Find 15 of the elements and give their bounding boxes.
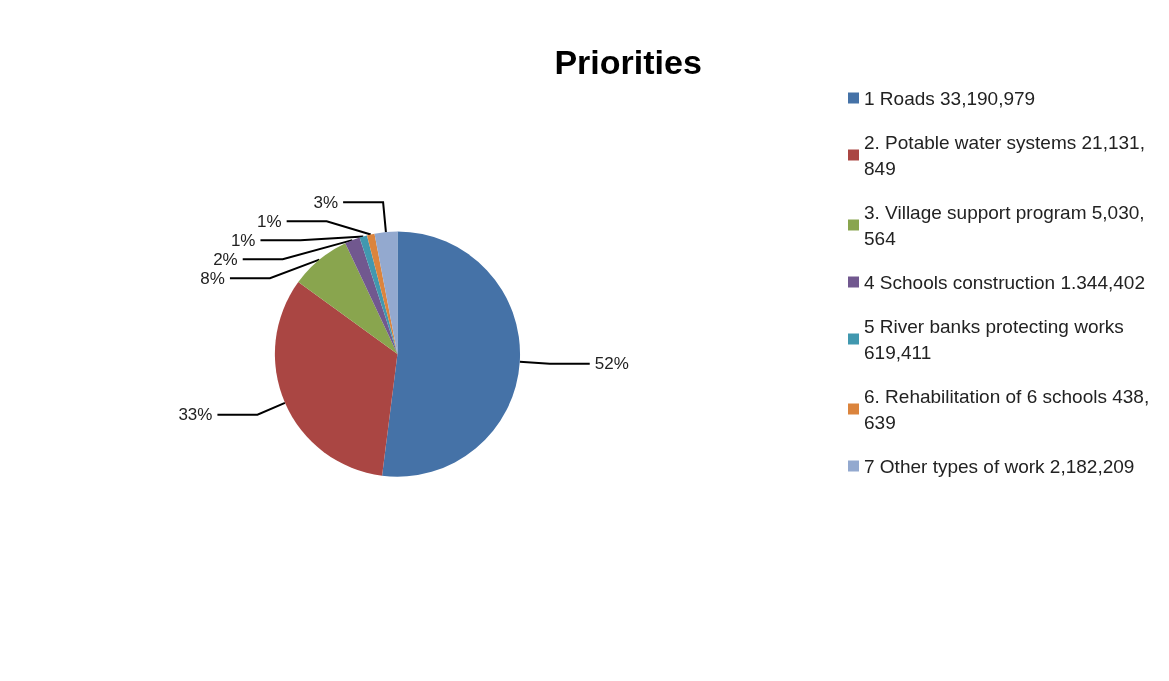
- legend-label: 2. Potable water systems 21,131,849: [864, 131, 1145, 179]
- data-label: 2%: [213, 249, 238, 269]
- legend-label: 1 Roads 33,190,979: [864, 87, 1036, 109]
- legend-label: 6. Rehabilitation of 6 schools 438,639: [864, 385, 1150, 433]
- chart-title: Priorities: [554, 43, 702, 81]
- data-label: 8%: [200, 268, 225, 288]
- legend-label: 4 Schools construction 1.344,402: [864, 271, 1145, 293]
- legend-label: 7 Other types of work 2,182,209: [864, 455, 1135, 477]
- legend-label: 3. Village support program 5,030,564: [864, 201, 1145, 249]
- legend-label: 5 River banks protecting works 619,411: [864, 315, 1130, 363]
- data-label: 3%: [313, 192, 339, 212]
- data-label: 52%: [594, 354, 629, 374]
- data-label: 33%: [178, 405, 213, 425]
- data-label: 1%: [257, 211, 282, 231]
- data-label: 1%: [230, 230, 256, 250]
